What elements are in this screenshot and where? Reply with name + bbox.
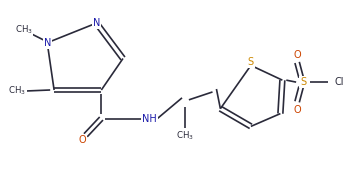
Text: N: N <box>44 38 51 48</box>
Text: S: S <box>248 57 254 67</box>
Text: O: O <box>293 105 301 115</box>
Text: CH$_3$: CH$_3$ <box>15 24 33 36</box>
Text: NH: NH <box>142 113 157 124</box>
Text: CH$_3$: CH$_3$ <box>176 130 194 142</box>
Text: O: O <box>293 50 301 60</box>
Text: Cl: Cl <box>334 77 344 87</box>
Text: O: O <box>79 135 86 145</box>
Text: CH$_3$: CH$_3$ <box>8 85 26 97</box>
Text: N: N <box>93 18 100 28</box>
Text: S: S <box>300 77 306 87</box>
